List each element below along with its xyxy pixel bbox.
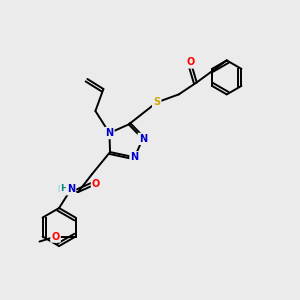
Text: N: N [67, 184, 75, 194]
Text: O: O [51, 232, 60, 242]
Text: O: O [92, 179, 100, 189]
Text: N: N [65, 184, 73, 194]
Text: N: N [105, 128, 113, 138]
Text: S: S [153, 98, 160, 107]
Text: H: H [60, 184, 68, 193]
Text: N: N [130, 152, 139, 162]
Text: N: N [139, 134, 147, 144]
Text: H: H [57, 184, 65, 194]
Text: O: O [187, 57, 195, 68]
